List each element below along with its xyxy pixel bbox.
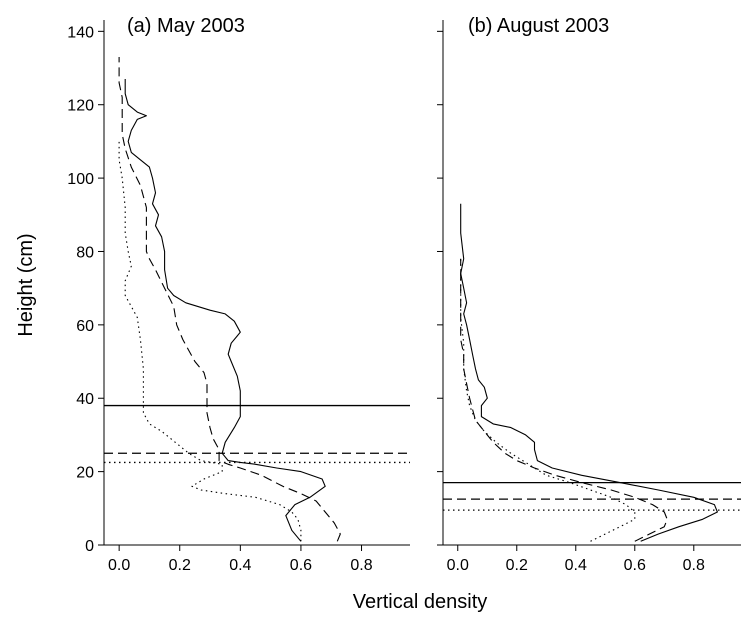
y-tick-label: 40 (76, 391, 94, 408)
y-tick-label: 80 (76, 244, 94, 261)
panel-a-height-lines (104, 404, 410, 464)
y-tick-label: 60 (76, 318, 94, 335)
y-tick-label: 100 (67, 171, 94, 188)
series-line-dashed (460, 258, 668, 542)
panel-b-series (460, 203, 718, 542)
x-tick-label: 0.6 (624, 557, 646, 574)
panel-b-title: (b) August 2003 (468, 15, 609, 37)
x-tick-label: 0.4 (229, 557, 251, 574)
panel-b-height-lines (443, 481, 741, 511)
y-tick-label: 20 (76, 465, 94, 482)
y-tick-label: 0 (85, 538, 94, 555)
x-tick-label: 0.4 (565, 557, 587, 574)
x-tick-label: 0.2 (506, 557, 528, 574)
y-tick-label: 120 (67, 98, 94, 115)
series-line-solid (460, 203, 718, 542)
panel-b-ticks: 0.0 0.2 0.4 0.6 0.8 (437, 30, 705, 574)
panel-a-title: (a) May 2003 (127, 15, 245, 37)
x-tick-label: 0.8 (683, 557, 705, 574)
y-tick-label: 140 (67, 24, 94, 41)
series-line-dotted (460, 258, 636, 542)
series-line-dotted (118, 141, 302, 542)
series-line-solid (124, 79, 326, 542)
panel-a-ticks: 0 20 40 60 80 100 120 140 0.0 0.2 0.4 0.6 0.8 (67, 24, 372, 574)
panel-may-2003: (a) May 2003 0 20 40 60 80 100 120 140 0.0 0.2 0.4… (67, 15, 410, 574)
x-tick-label: 0.0 (108, 557, 130, 574)
panel-august-2003: (b) August 2003 0.0 0.2 0.4 0.6 0.8 (437, 15, 741, 574)
x-tick-label: 0.8 (350, 557, 372, 574)
panel-a-series (118, 57, 341, 542)
x-axis-label: Vertical density (353, 591, 488, 613)
x-tick-label: 0.2 (169, 557, 191, 574)
x-tick-label: 0.6 (290, 557, 312, 574)
series-line-dashed (118, 57, 341, 542)
x-tick-label: 0.0 (447, 557, 469, 574)
y-axis-label: Height (cm) (15, 233, 37, 336)
